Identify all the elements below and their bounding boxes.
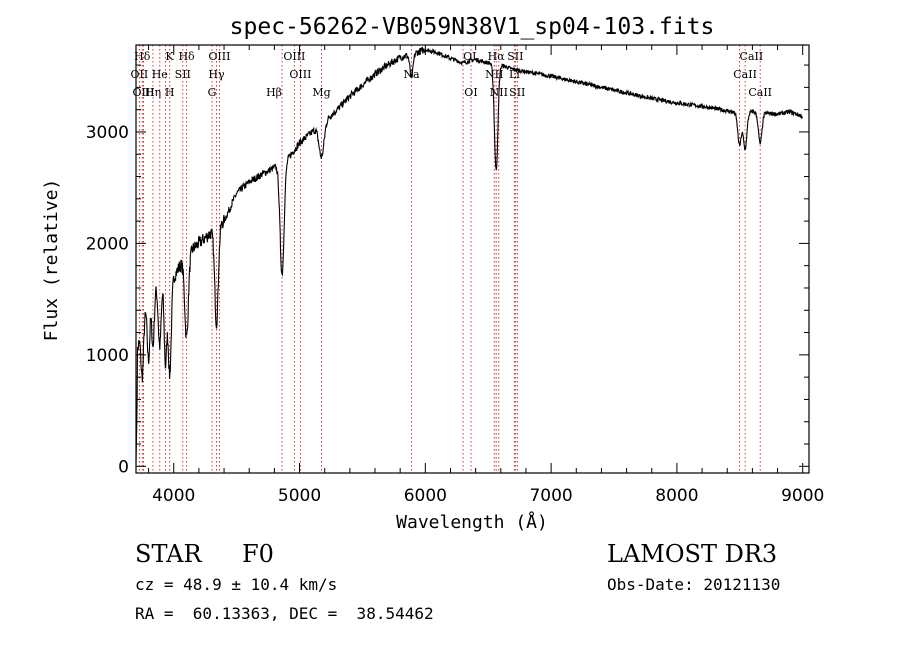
spectral-line-label: Hδ: [178, 50, 195, 63]
spectral-line-label: OIII: [289, 68, 311, 81]
spectral-line-label: Hγ: [208, 68, 225, 81]
spectral-line-label: Mg: [312, 86, 330, 99]
x-tick-label: 8000: [655, 486, 698, 506]
object-class: STAR: [135, 540, 202, 568]
y-tick-label: 3000: [86, 123, 129, 143]
spectral-line-label: OIII: [283, 50, 305, 63]
coordinates: RA = 60.13363, DEC = 38.54462: [135, 604, 434, 623]
y-tick-label: 2000: [86, 234, 129, 254]
spectral-line-label: SII: [509, 86, 525, 99]
y-tick-label: 0: [118, 457, 129, 477]
chart-title: spec-56262-VB059N38V1_sp04-103.fits: [230, 14, 715, 40]
spectral-line-label: CaII: [748, 86, 772, 99]
spectral-line-label: SII: [175, 68, 191, 81]
spectral-line-label: Na: [403, 68, 420, 81]
spectral-line-markers: [138, 45, 761, 473]
spectral-line-label: Hβ: [266, 86, 282, 99]
spectral-line-label: Hδ: [134, 50, 151, 63]
spectral-line-label: OIII: [208, 50, 230, 63]
spectral-line-label: H: [165, 86, 175, 99]
spectrum-line: [135, 46, 804, 464]
spectral-subclass: F0: [242, 540, 274, 568]
spectral-line-label: CaII: [733, 68, 757, 81]
redshift-value: cz = 48.9 ± 10.4 km/s: [135, 575, 338, 594]
x-tick-label: 7000: [529, 486, 572, 506]
spectral-line-label: OI: [464, 86, 477, 99]
spectral-line-label: CaII: [740, 50, 764, 63]
spectral-line-label: Li: [509, 68, 520, 81]
spectral-line-label: Hα: [488, 50, 506, 63]
spectral-line-label: Hη: [145, 86, 161, 99]
y-tick-label: 1000: [86, 346, 129, 366]
x-tick-label: 9000: [781, 486, 824, 506]
y-axis: 0 1000 2000 3000: [86, 64, 809, 477]
spectral-line-label: OIII: [133, 86, 155, 99]
x-tick-label: 5000: [278, 486, 321, 506]
x-axis: 4000 5000 6000 7000 8000 9000: [148, 45, 824, 506]
survey-name: LAMOST DR3: [607, 540, 778, 568]
x-tick-label: 4000: [152, 486, 195, 506]
x-axis-label: Wavelength (Å): [396, 511, 548, 533]
observation-date: Obs-Date: 20121130: [607, 575, 781, 594]
spectral-line-label: G: [208, 86, 217, 99]
spectral-line-label: OII: [131, 68, 149, 81]
y-axis-label: Flux (relative): [41, 179, 62, 342]
spectral-line-label: SII: [507, 50, 523, 63]
spectral-line-label: He: [152, 68, 168, 81]
spectral-line-label: K: [165, 50, 174, 63]
spectral-line-label: NII: [485, 68, 503, 81]
plot-frame: [135, 44, 810, 474]
x-tick-label: 6000: [404, 486, 447, 506]
